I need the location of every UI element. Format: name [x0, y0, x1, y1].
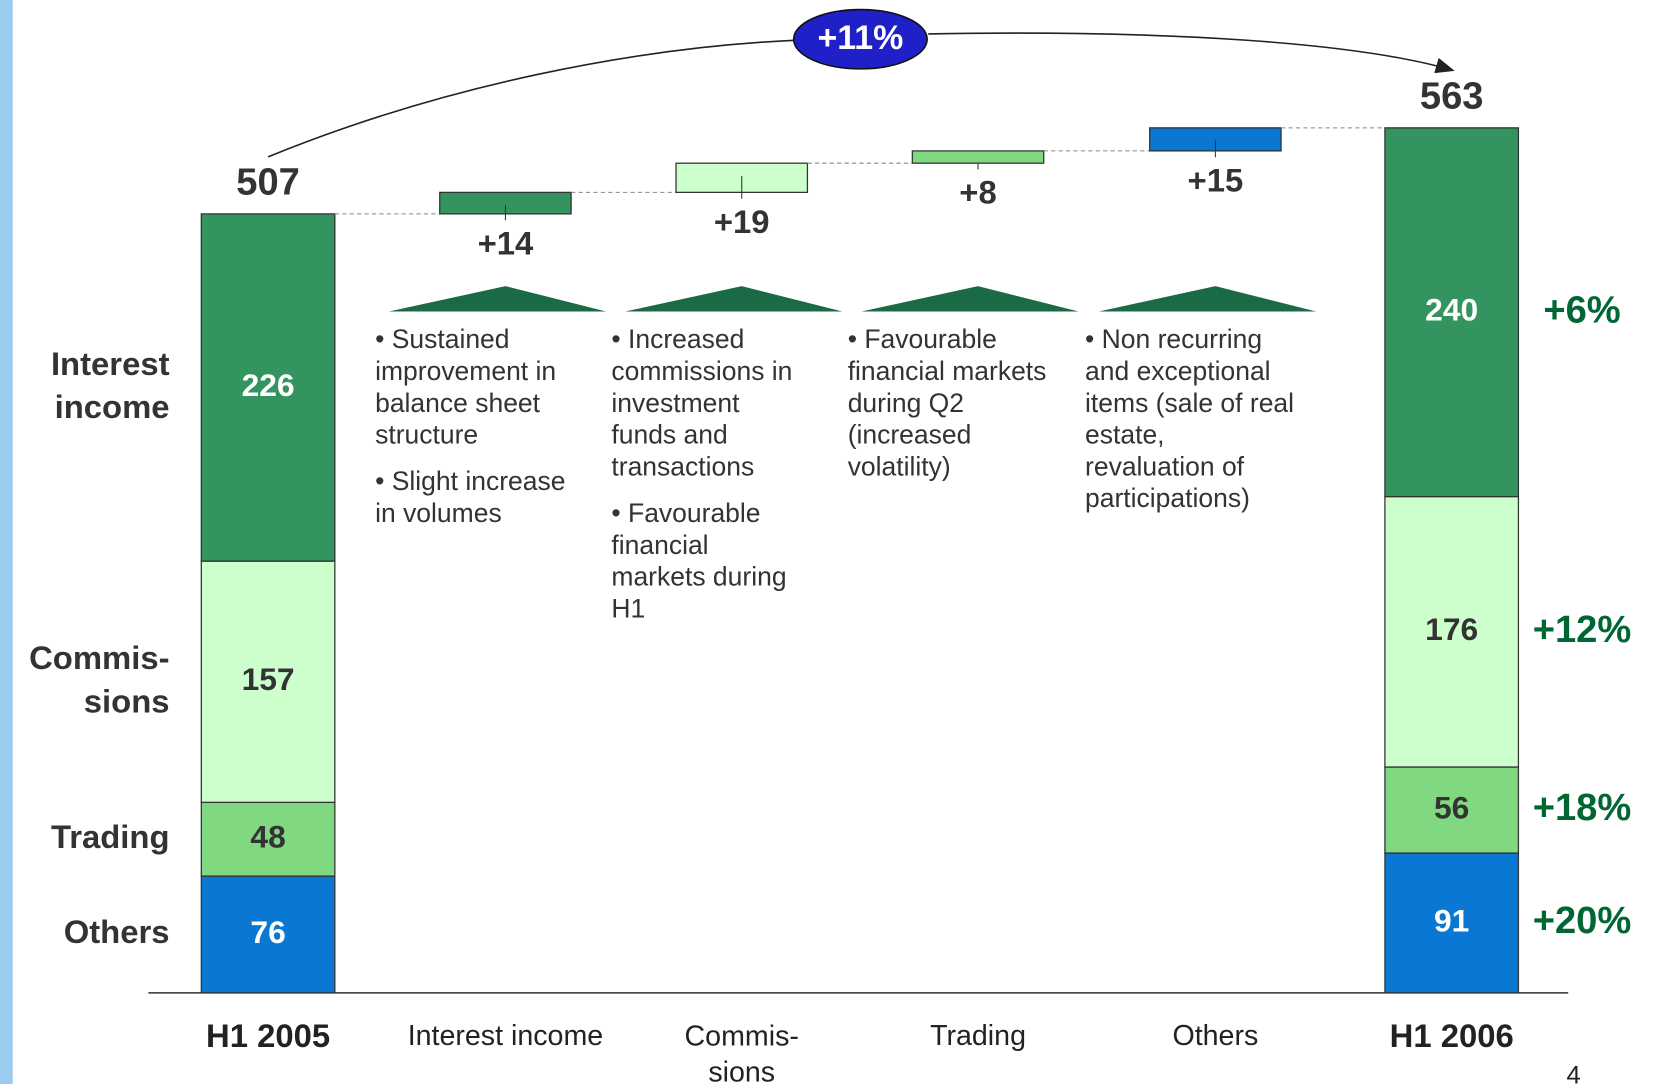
bar-segment — [200, 213, 336, 562]
side-strip — [0, 0, 13, 1084]
step-label: +14 — [478, 224, 534, 261]
segment-label: 157 — [242, 661, 295, 697]
note: • Sustained improvement in balance sheet st… — [375, 324, 556, 449]
growth-arc — [267, 32, 1452, 158]
x-label: H1 2005 — [206, 1017, 330, 1054]
segment-label: 240 — [1425, 292, 1478, 328]
growth-bubble — [792, 8, 928, 70]
segment-label: 91 — [1434, 902, 1469, 938]
note: • Non recurring and exceptional items (sal… — [1085, 324, 1294, 513]
total-change: +11% — [818, 19, 904, 57]
bar-segment — [1384, 127, 1520, 498]
note-marker — [1098, 286, 1317, 312]
growth-label: +20% — [1533, 899, 1632, 942]
growth-label: +12% — [1533, 608, 1632, 651]
note-marker — [861, 286, 1079, 312]
bar-segment — [1384, 766, 1520, 854]
segment-label: 226 — [242, 367, 295, 403]
x-label: Others — [1172, 1020, 1258, 1052]
total-label: 507 — [236, 160, 300, 203]
step-label: +19 — [714, 203, 770, 240]
growth-label: +6% — [1543, 288, 1620, 331]
note: • Increased commissions in investment funds… — [611, 324, 792, 481]
note: • Slight increase in volumes — [375, 466, 565, 528]
x-label: Trading — [930, 1020, 1026, 1052]
component-label: Interest income — [51, 344, 170, 424]
bar-segment — [200, 801, 336, 877]
bar-segment — [200, 875, 336, 994]
growth-label: +18% — [1533, 786, 1632, 829]
component-label: Trading — [51, 818, 170, 855]
segment-label: 48 — [250, 819, 285, 855]
x-label: H1 2006 — [1390, 1017, 1514, 1054]
note: • Favourable financial markets during H1 — [611, 498, 786, 623]
x-label: Commis-sions — [685, 1020, 799, 1084]
note-marker — [388, 286, 607, 312]
component-label: Commis-sions — [29, 639, 169, 719]
segment-label: 56 — [1434, 789, 1469, 825]
component-label: Others — [64, 913, 170, 950]
step-label: +8 — [959, 174, 996, 211]
note: • Favourable financial markets during Q2 (i… — [848, 324, 1047, 481]
step-label: +15 — [1188, 161, 1244, 198]
x-label: Interest income — [408, 1020, 603, 1052]
step-bar — [911, 150, 1045, 164]
page-number: 4 — [1566, 1061, 1580, 1084]
total-label: 563 — [1420, 74, 1484, 117]
segment-label: 76 — [250, 914, 285, 950]
bar-segment — [200, 560, 336, 803]
note-marker — [625, 286, 843, 312]
bar-segment — [1384, 495, 1520, 768]
segment-label: 176 — [1425, 611, 1478, 647]
